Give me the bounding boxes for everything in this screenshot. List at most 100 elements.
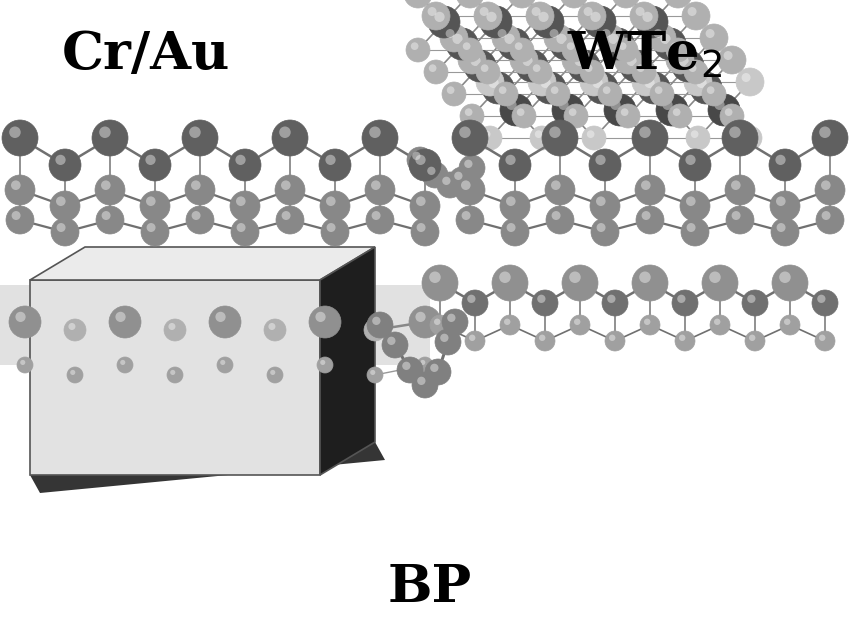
Text: Cr/Au: Cr/Au	[62, 29, 230, 80]
Circle shape	[545, 175, 575, 205]
Circle shape	[453, 34, 463, 44]
Circle shape	[598, 82, 622, 106]
Circle shape	[634, 126, 658, 150]
Circle shape	[437, 172, 463, 198]
Circle shape	[691, 131, 698, 138]
Circle shape	[271, 370, 276, 375]
Circle shape	[570, 271, 581, 283]
Circle shape	[96, 206, 124, 234]
Circle shape	[372, 211, 381, 220]
Circle shape	[705, 29, 715, 38]
Circle shape	[189, 127, 201, 138]
Circle shape	[535, 331, 555, 351]
Polygon shape	[30, 280, 320, 475]
Circle shape	[101, 180, 111, 190]
Circle shape	[679, 335, 685, 341]
Circle shape	[417, 357, 433, 373]
Circle shape	[542, 120, 578, 156]
Circle shape	[500, 315, 520, 335]
Circle shape	[499, 149, 531, 181]
Circle shape	[56, 196, 65, 206]
Circle shape	[640, 315, 660, 335]
Circle shape	[639, 271, 651, 283]
Circle shape	[672, 50, 704, 82]
Circle shape	[590, 12, 600, 22]
Circle shape	[448, 314, 455, 322]
Circle shape	[21, 360, 25, 365]
Circle shape	[209, 306, 241, 338]
Circle shape	[486, 12, 497, 22]
Circle shape	[684, 60, 708, 84]
Circle shape	[679, 149, 711, 181]
Circle shape	[504, 319, 510, 325]
Circle shape	[642, 211, 650, 220]
Circle shape	[499, 86, 507, 94]
Circle shape	[409, 149, 441, 181]
Circle shape	[430, 271, 441, 283]
Circle shape	[532, 7, 540, 16]
Circle shape	[440, 24, 468, 52]
Circle shape	[532, 290, 558, 316]
Circle shape	[507, 100, 516, 110]
Circle shape	[537, 294, 545, 303]
Circle shape	[465, 108, 472, 116]
Circle shape	[404, 0, 432, 8]
Circle shape	[689, 65, 697, 72]
Circle shape	[15, 312, 26, 322]
Circle shape	[602, 290, 628, 316]
Circle shape	[442, 82, 466, 106]
Circle shape	[476, 60, 500, 84]
Circle shape	[636, 7, 644, 16]
Circle shape	[528, 68, 556, 96]
Circle shape	[619, 51, 629, 60]
Circle shape	[500, 94, 532, 126]
Circle shape	[539, 12, 549, 22]
Circle shape	[742, 290, 768, 316]
Circle shape	[422, 162, 448, 188]
Circle shape	[731, 180, 740, 190]
Circle shape	[569, 108, 576, 116]
Circle shape	[534, 72, 566, 104]
Circle shape	[51, 218, 79, 246]
Circle shape	[673, 108, 680, 116]
Circle shape	[526, 2, 554, 30]
Circle shape	[326, 196, 336, 206]
Circle shape	[461, 180, 471, 190]
Circle shape	[489, 78, 498, 88]
Circle shape	[614, 38, 638, 62]
Text: WTe$_2$: WTe$_2$	[567, 29, 722, 80]
Circle shape	[654, 29, 662, 38]
Circle shape	[522, 56, 533, 66]
Circle shape	[551, 86, 558, 94]
Circle shape	[416, 312, 426, 322]
Polygon shape	[30, 442, 385, 493]
Circle shape	[447, 86, 454, 94]
Circle shape	[595, 155, 606, 165]
Circle shape	[654, 28, 686, 60]
Circle shape	[499, 271, 511, 283]
Circle shape	[95, 175, 125, 205]
Circle shape	[57, 223, 65, 232]
Circle shape	[411, 218, 439, 246]
Circle shape	[366, 206, 394, 234]
Circle shape	[630, 2, 658, 30]
Circle shape	[557, 34, 567, 44]
Circle shape	[474, 2, 502, 30]
Circle shape	[9, 306, 41, 338]
Circle shape	[726, 206, 754, 234]
Circle shape	[382, 332, 408, 358]
Circle shape	[416, 155, 426, 165]
Circle shape	[723, 51, 733, 60]
Circle shape	[815, 175, 845, 205]
Circle shape	[637, 73, 647, 82]
Circle shape	[442, 177, 450, 185]
Circle shape	[508, 0, 536, 8]
Circle shape	[707, 86, 715, 94]
Circle shape	[539, 335, 545, 341]
Circle shape	[532, 6, 564, 38]
Circle shape	[562, 265, 598, 301]
Circle shape	[641, 180, 650, 190]
Circle shape	[605, 331, 625, 351]
Circle shape	[500, 191, 530, 221]
Circle shape	[666, 46, 694, 74]
